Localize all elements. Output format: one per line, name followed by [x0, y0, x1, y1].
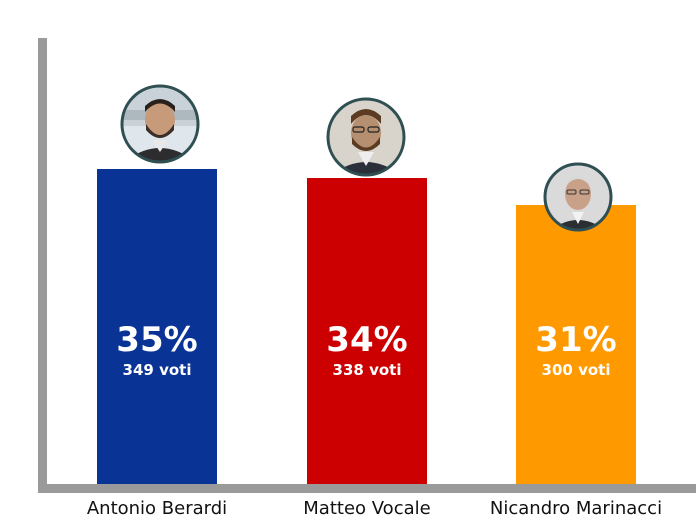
bar-antonio-berardi — [97, 169, 217, 484]
bar-value-label-nicandro-marinacci: 31% — [535, 320, 616, 360]
bar-value-label-matteo-vocale: 34% — [326, 320, 407, 360]
y-axis-line — [38, 38, 47, 493]
bar-votes-label-antonio-berardi: 349 voti — [123, 361, 192, 379]
x-axis-line — [38, 484, 696, 493]
avatar-antonio-berardi — [120, 84, 200, 164]
bar-nicandro-marinacci — [516, 205, 636, 484]
avatar-nicandro-marinacci — [543, 162, 613, 232]
bar-votes-label-nicandro-marinacci: 300 voti — [542, 361, 611, 379]
category-label-nicandro-marinacci: Nicandro Marinacci — [490, 498, 662, 519]
category-label-matteo-vocale: Matteo Vocale — [303, 498, 430, 519]
category-label-antonio-berardi: Antonio Berardi — [87, 498, 227, 519]
bar-value-label-antonio-berardi: 35% — [116, 320, 197, 360]
avatar-matteo-vocale — [326, 97, 406, 177]
bar-votes-label-matteo-vocale: 338 voti — [333, 361, 402, 379]
bar-matteo-vocale — [307, 178, 427, 484]
